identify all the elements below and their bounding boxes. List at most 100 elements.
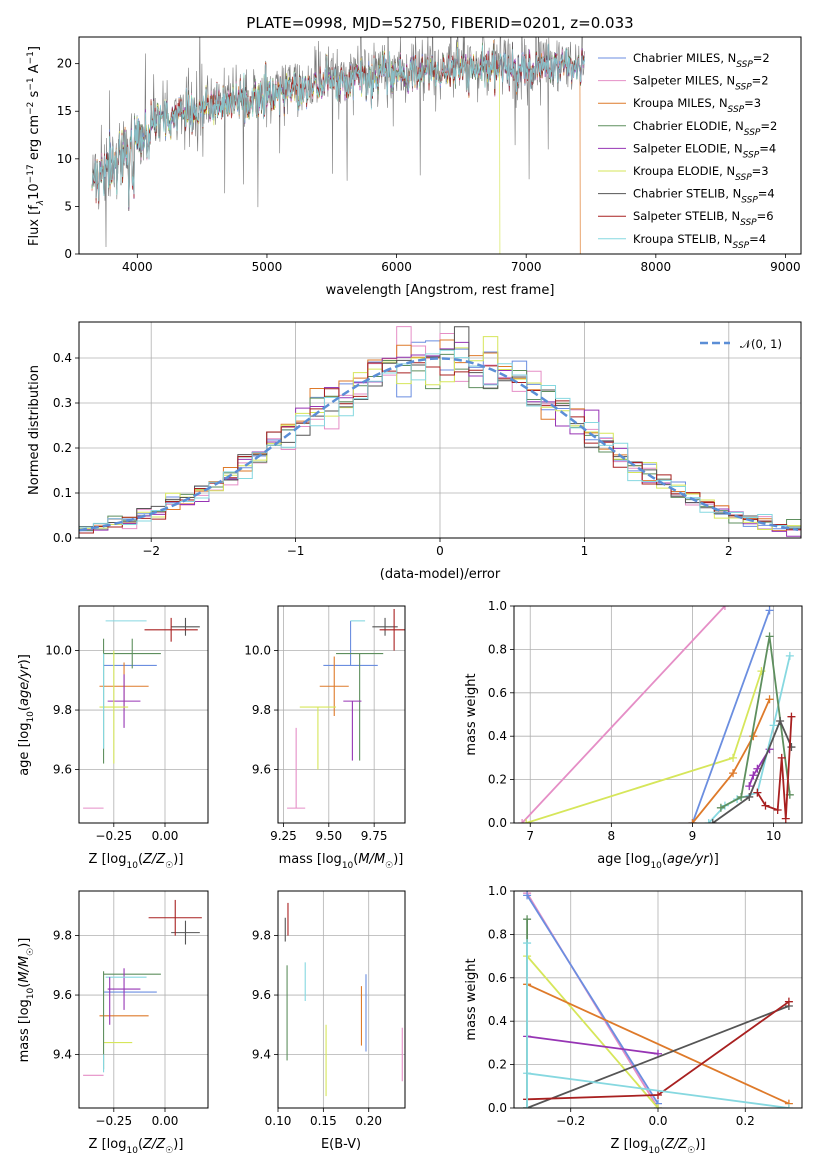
- weight-line-2: [691, 609, 771, 823]
- label-part: ☉: [165, 861, 173, 871]
- y-tick-label: 0.2: [53, 441, 72, 455]
- weight-line-4: [526, 1035, 659, 1055]
- label-part: Chabrier MILES, N: [633, 51, 736, 65]
- weight-marker: [523, 1104, 532, 1108]
- axes-frame: [277, 890, 406, 1109]
- y-tick-label: 9.6: [252, 988, 271, 1002]
- weight-marker: [769, 721, 778, 730]
- weight-marker: [688, 819, 697, 823]
- label-part: 10: [27, 183, 42, 200]
- y-axis-label: Flux [fλ10−17 erg cm−2 s−1 A−1]: [26, 46, 46, 246]
- weight-marker: [776, 717, 785, 726]
- label-part: (: [138, 852, 143, 867]
- x-tick-label: 6000: [381, 260, 412, 274]
- x-tick-label: 10: [766, 829, 781, 843]
- label-part: 10: [26, 711, 36, 723]
- label-part: )]: [173, 852, 183, 867]
- weight-marker: [708, 819, 717, 823]
- label-part: age/yr: [17, 663, 32, 706]
- x-tick-label: 9.50: [315, 829, 342, 843]
- weight-marker: [787, 712, 796, 721]
- label-part: )]: [17, 654, 32, 664]
- weight-marker: [753, 788, 762, 797]
- weight-marker: [523, 891, 532, 900]
- label-part: ]: [27, 46, 42, 51]
- label-part: (: [17, 983, 32, 988]
- label-part: SSP: [740, 218, 757, 228]
- point-1: [287, 727, 306, 809]
- x-axis-label: age [log10(age/yr)]: [597, 852, 719, 871]
- y-tick-label: 10.0: [244, 644, 271, 658]
- y-tick-label: 0.4: [488, 729, 507, 743]
- label-part: )]: [17, 938, 32, 948]
- x-tick-label: 7: [526, 829, 534, 843]
- label-part: Kroupa ELODIE, N: [633, 164, 735, 178]
- y-tick-label: 10.0: [45, 644, 72, 658]
- axes-frame: [277, 605, 406, 824]
- y-tick-label: 9.8: [53, 703, 72, 717]
- y-axis-label: Normed distribution: [27, 365, 42, 495]
- label-part: )]: [173, 1137, 183, 1152]
- x-axis-label: Z [log10(Z/Z☉)]: [89, 1137, 184, 1156]
- label-part: Salpeter ELODIE, N: [633, 141, 743, 155]
- legend-entry: 𝒩(0, 1): [740, 337, 782, 351]
- label-part: ☉: [687, 1146, 695, 1156]
- weight-marker: [745, 782, 754, 791]
- label-part: SSP: [736, 60, 753, 70]
- label-part: SSP: [735, 83, 752, 93]
- x-tick-label: −0.25: [95, 829, 132, 843]
- label-part: Salpeter MILES, N: [633, 74, 735, 88]
- label-part: Chabrier ELODIE, N: [633, 119, 744, 133]
- plot-area: [284, 902, 403, 1097]
- y-tick-label: 9.8: [252, 929, 271, 943]
- point-4: [107, 968, 141, 1010]
- label-part: 10: [26, 987, 36, 999]
- label-part: SSP: [744, 128, 761, 138]
- weight-line-5: [708, 655, 791, 823]
- weight-line-0: [521, 606, 726, 823]
- weight-marker: [787, 743, 796, 752]
- legend-entry: Chabrier STELIB, NSSP=4: [633, 187, 775, 206]
- plot-area: [91, 37, 585, 254]
- axes-frame: [513, 605, 803, 824]
- y-tick-label: 0.4: [488, 1014, 507, 1028]
- weight-marker: [716, 803, 725, 812]
- y-axis-label: mass [log10(M/M☉)]: [17, 938, 36, 1063]
- axes-spectrum: 4000 5000 6000 7000 8000 9000 0 5 10 15 20: [57, 36, 802, 274]
- label-part: age/yr: [667, 852, 710, 867]
- axes-frame: [78, 321, 802, 539]
- weight-marker: [654, 1090, 662, 1099]
- weight-line-7: [526, 1072, 790, 1108]
- plot-area: [83, 899, 202, 1076]
- y-tick-label: 1.0: [488, 599, 507, 613]
- y-tick-label: 0.2: [488, 1058, 507, 1072]
- label-part: age [log: [17, 723, 32, 776]
- x-axis-label: (data-model)/error: [380, 567, 501, 582]
- legend-entry: Salpeter STELIB, NSSP=6: [633, 209, 774, 228]
- weight-marker: [518, 819, 527, 823]
- x-tick-label: 0.10: [265, 1114, 292, 1128]
- x-tick-label: −1: [287, 544, 305, 558]
- label-part: (: [662, 852, 667, 867]
- label-part: Z [log: [89, 852, 127, 867]
- label-part: λ: [36, 200, 46, 206]
- label-part: ☉: [26, 948, 36, 956]
- label-part: s: [27, 90, 42, 101]
- weight-marker: [784, 997, 793, 1006]
- x-tick-label: 0.00: [152, 829, 179, 843]
- axes-residual-hist: −2 −1 0 1 2 0.0 0.1 0.2 0.3 0.4: [53, 321, 802, 558]
- y-tick-label: 0: [64, 247, 72, 261]
- label-part: Kroupa STELIB, N: [633, 232, 733, 246]
- y-tick-label: 9.6: [53, 988, 72, 1002]
- x-tick-label: −2: [142, 544, 160, 558]
- label-part: =2: [760, 119, 777, 133]
- x-tick-label: −0.25: [95, 1114, 132, 1128]
- weight-marker: [765, 695, 774, 704]
- label-part: )]: [709, 852, 719, 867]
- y-tick-label: 5: [64, 199, 72, 213]
- label-part: (: [660, 1137, 665, 1152]
- weight-marker: [784, 1104, 793, 1108]
- label-part: =4: [749, 232, 766, 246]
- weight-marker: [729, 753, 738, 762]
